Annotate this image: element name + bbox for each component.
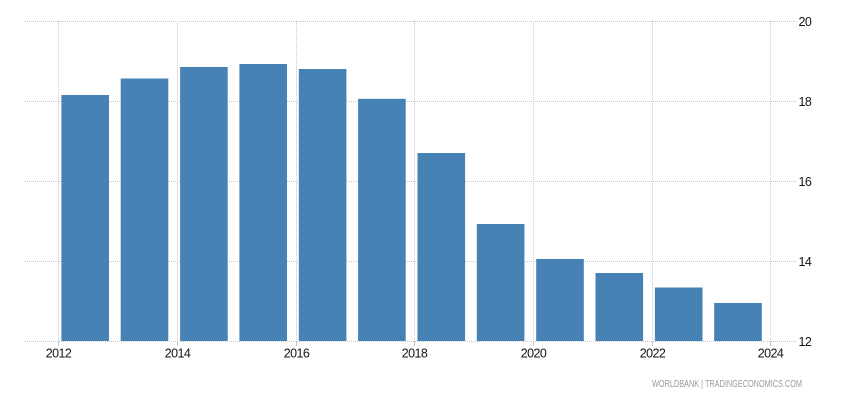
svg-text:2014: 2014 bbox=[165, 347, 191, 361]
svg-text:2018: 2018 bbox=[402, 347, 428, 361]
svg-text:14: 14 bbox=[799, 255, 812, 269]
svg-text:12: 12 bbox=[799, 335, 812, 349]
svg-text:16: 16 bbox=[799, 175, 812, 189]
svg-text:2022: 2022 bbox=[640, 347, 666, 361]
svg-text:2024: 2024 bbox=[758, 347, 784, 361]
svg-text:WORLDBANK | TRADINGECONOMICS.C: WORLDBANK | TRADINGECONOMICS.COM bbox=[652, 379, 802, 390]
svg-text:2016: 2016 bbox=[284, 347, 310, 361]
svg-text:20: 20 bbox=[799, 15, 812, 29]
svg-text:2012: 2012 bbox=[46, 347, 72, 361]
svg-text:18: 18 bbox=[799, 95, 812, 109]
svg-text:2020: 2020 bbox=[521, 347, 547, 361]
